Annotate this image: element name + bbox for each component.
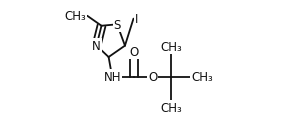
Text: CH₃: CH₃ <box>160 40 182 53</box>
Text: CH₃: CH₃ <box>64 10 86 23</box>
Text: I: I <box>135 13 139 26</box>
Text: NH: NH <box>103 71 121 84</box>
Text: N: N <box>92 40 101 53</box>
Text: CH₃: CH₃ <box>191 71 213 84</box>
Text: CH₃: CH₃ <box>160 101 182 114</box>
Text: O: O <box>148 71 157 84</box>
Text: O: O <box>130 45 139 58</box>
Text: S: S <box>113 19 121 32</box>
